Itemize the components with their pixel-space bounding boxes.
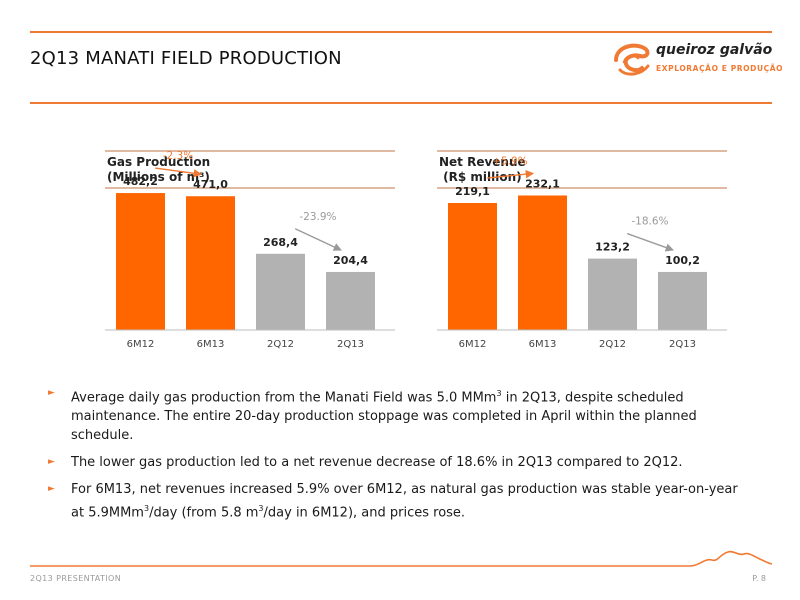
bar <box>326 271 375 330</box>
bar <box>116 193 165 330</box>
net-revenue-plot: 219,1 6M12 232,1 6M13 123,2 2Q12 100,2 2Q13 +5.9… <box>437 155 727 350</box>
bar <box>448 203 497 330</box>
footer-label: 2Q13 PRESENTATION <box>30 574 122 583</box>
category-tick-label: 6M12 <box>127 339 155 350</box>
data-label: 482,2 <box>123 175 158 188</box>
data-label: 471,0 <box>193 178 228 191</box>
data-label: 123,2 <box>595 241 630 254</box>
bar <box>186 196 235 330</box>
footer-landscape-line <box>30 550 773 567</box>
change-label: -23.9% <box>299 211 336 223</box>
chart-top-rule <box>105 150 395 152</box>
change-arrow <box>487 169 535 179</box>
category-tick-label: 6M12 <box>459 339 487 350</box>
category-tick-label: 2Q12 <box>599 339 626 350</box>
bullet-text: For 6M13, net revenues increased 5.9% ov… <box>71 482 738 521</box>
logo-subtitle: EXPLORAÇÃO E PRODUÇÃO <box>656 64 784 73</box>
bullet-text: /day (from 5.8 m <box>149 505 259 521</box>
bullet-text: Average daily gas production from the Ma… <box>71 390 497 406</box>
title-divider <box>30 102 772 104</box>
top-accent-line <box>30 31 772 33</box>
category-tick-label: 6M13 <box>529 339 557 350</box>
category-tick-label: 2Q13 <box>337 339 364 350</box>
bullet-text: /day in 6M12), and prices rose. <box>263 505 466 521</box>
chart-title: Net Revenue (R$ million) <box>439 155 526 184</box>
gas-production-chart: Gas Production (Millions of m³) 482,2 6M1… <box>105 150 395 350</box>
data-label: 100,2 <box>665 254 700 267</box>
superscript: 3 <box>496 389 502 398</box>
logo-swirl-icon <box>614 43 650 76</box>
bullet-list: ► Average daily gas production from the … <box>48 384 748 531</box>
net-revenue-chart: Net Revenue (R$ million) 219,1 6M12 232,1 6… <box>437 150 727 350</box>
superscript: 3 <box>143 504 150 514</box>
chart-title-rule <box>437 187 727 189</box>
category-tick-label: 2Q12 <box>267 339 294 350</box>
category-tick-label: 6M13 <box>197 339 225 350</box>
bar <box>588 258 637 330</box>
data-label: 268,4 <box>263 236 298 249</box>
superscript: 3 <box>258 504 264 514</box>
chart-top-rule <box>437 150 727 152</box>
bullet-marker-icon: ► <box>48 484 55 495</box>
bar <box>256 253 305 330</box>
gas-production-plot: 482,2 6M12 471,0 6M13 268,4 2Q12 204,4 2Q13 -2.3… <box>105 150 395 350</box>
bar <box>658 271 707 330</box>
bullet-item: ► Average daily gas production from the … <box>48 384 748 445</box>
company-logo: queiroz galvão EXPLORAÇÃO E PRODUÇÃO <box>612 42 784 82</box>
page-number: P. 8 <box>752 574 766 583</box>
change-label: -2.3% <box>163 150 193 162</box>
change-arrow <box>155 167 203 178</box>
data-label: 232,1 <box>525 177 560 190</box>
logo-name: queiroz galvão <box>656 42 773 58</box>
change-label: +5.9% <box>492 155 527 167</box>
bullet-marker-icon: ► <box>48 388 55 398</box>
chart-title-rule <box>105 187 395 189</box>
page-title: 2Q13 MANATI FIELD PRODUCTION <box>30 48 342 69</box>
change-arrow <box>294 228 342 251</box>
chart-title: Gas Production (Millions of m³) <box>107 155 211 184</box>
bullet-text: The lower gas production led to a net re… <box>71 455 683 471</box>
bar <box>518 195 567 330</box>
bullet-text: in 2Q13, despite scheduled maintenance. … <box>71 390 697 444</box>
data-label: 204,4 <box>333 254 368 267</box>
bullet-marker-icon: ► <box>48 457 55 468</box>
bullet-item: ► For 6M13, net revenues increased 5.9% … <box>48 480 748 522</box>
data-label: 219,1 <box>455 185 490 198</box>
category-tick-label: 2Q13 <box>669 339 696 350</box>
change-label: -18.6% <box>631 216 668 228</box>
change-arrow <box>626 232 675 252</box>
bullet-item: ► The lower gas production led to a net … <box>48 453 748 472</box>
